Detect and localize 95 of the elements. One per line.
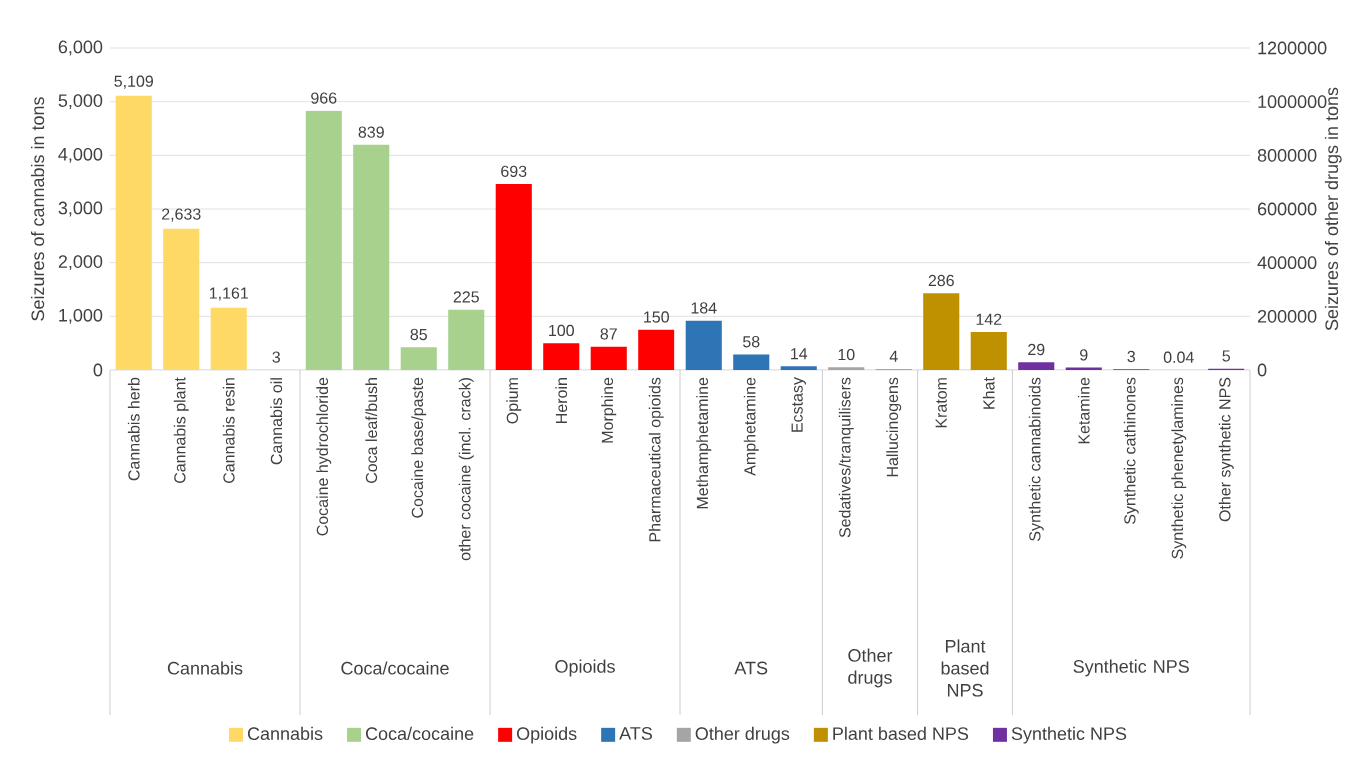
- annotation: 85: [410, 328, 427, 341]
- bar: [210, 307, 247, 370]
- text: Plant based NPS: [941, 639, 989, 697]
- bar: [828, 367, 865, 370]
- text: Synthetic NPS: [1073, 659, 1189, 677]
- legend-label: Coca/cocaine: [365, 726, 474, 741]
- bar: [448, 309, 485, 370]
- y-tick-label: 5,000: [58, 94, 103, 110]
- legend-label: Synthetic NPS: [1011, 726, 1127, 744]
- x-tick-label: Ketamine: [1077, 377, 1090, 444]
- annotation: 693: [501, 165, 527, 177]
- annotation: 184: [691, 302, 717, 314]
- x-tick-label: Sedatives/tranquilisers: [838, 377, 854, 538]
- y-tick-label: 6,000: [58, 40, 103, 56]
- x-tick-label: Cannabis resin: [222, 378, 235, 483]
- annotation: 14: [791, 348, 808, 360]
- legend-label: Other drugs: [695, 726, 790, 744]
- annotation: 0.04: [1163, 351, 1194, 363]
- annotation: 4: [889, 350, 898, 362]
- y-axis-title: Seizures of cannabis in tons: [30, 97, 45, 321]
- x-tick-label: Cocaine hydrochloride: [316, 377, 332, 536]
- bar: [305, 110, 342, 370]
- bar: [115, 95, 152, 370]
- bar: [780, 366, 817, 370]
- bar: [400, 347, 437, 370]
- x-tick-label: Cannabis oil: [270, 378, 283, 465]
- data-label: 5,109: [114, 75, 153, 89]
- x-tick-label: Methamphetamine: [696, 377, 712, 509]
- legend-label: Cannabis: [247, 726, 323, 741]
- x-tick-label: Khat: [982, 377, 995, 409]
- x-tick-label: Synthetic cannabinoids: [1028, 377, 1044, 541]
- legend-label: ATS: [619, 727, 653, 740]
- annotation: 58: [742, 336, 760, 348]
- bar: [685, 320, 722, 370]
- annotation: 142: [976, 313, 1002, 325]
- annotation: 225: [453, 291, 479, 303]
- y-tick-label: 1,000: [59, 308, 103, 324]
- y2-tick-label: 200000: [1257, 309, 1317, 323]
- y2-tick-label: 1200000: [1258, 41, 1327, 55]
- text: Coca/cocaine: [341, 661, 449, 675]
- bar: [923, 293, 960, 370]
- x-tick-label: Heroin: [555, 378, 568, 423]
- x-tick-label: Morphine: [601, 377, 617, 443]
- bar: [353, 144, 390, 370]
- y-tick-label: 3,000: [58, 201, 103, 217]
- bar: [495, 184, 532, 370]
- x-tick-label: Synthetic cathinones: [1123, 377, 1139, 524]
- x-tick-label: Cannabis herb: [127, 377, 140, 481]
- x-tick-label: Kratom: [935, 378, 947, 428]
- x-tick-label: Coca leaf/bush: [365, 378, 378, 483]
- y-tick-label: 0: [93, 363, 103, 377]
- y2-tick-label: 400000: [1257, 256, 1317, 270]
- x-tick-label: Synthetic phenetylamines: [1171, 377, 1187, 559]
- annotation: 29: [1028, 343, 1045, 356]
- annotation: 286: [928, 274, 954, 287]
- legend-label: Plant based NPS: [833, 726, 969, 741]
- text: Opioids: [555, 659, 615, 677]
- y2-tick-label: 600000: [1257, 202, 1317, 216]
- bar: [543, 343, 580, 370]
- annotation: 87: [600, 328, 617, 340]
- annotation: 100: [549, 324, 574, 337]
- annotation: 5: [1222, 350, 1231, 362]
- y2-tick-label: 0: [1257, 363, 1267, 377]
- x-tick-label: other cocaine (incl. crack): [458, 378, 474, 561]
- x-tick-label: Amphetamine: [743, 377, 759, 476]
- x-tick-label: Hallucinogens: [886, 377, 902, 477]
- bar: [638, 329, 675, 370]
- data-label: 3: [272, 351, 280, 363]
- y2-tick-label: 1000000: [1258, 95, 1327, 109]
- annotation: 3: [1127, 350, 1135, 363]
- y-tick-label: 2,000: [58, 255, 103, 271]
- x-tick-label: Pharmaceutical opioids: [648, 377, 664, 542]
- annotation: 150: [644, 311, 669, 323]
- y2-tick-label: 800000: [1257, 148, 1317, 162]
- text: Other drugs: [848, 648, 893, 688]
- text: ATS: [734, 661, 768, 675]
- y-tick-label: 4,000: [58, 147, 103, 163]
- x-tick-label: Cannabis plant: [173, 377, 189, 483]
- bar: [1018, 362, 1055, 370]
- x-tick-label: Opium: [506, 378, 522, 424]
- data-label: 2,633: [162, 208, 201, 222]
- x-tick-label: Cocaine base/paste: [411, 377, 427, 518]
- x-tick-label: Ecstasy: [791, 377, 806, 432]
- text: Cannabis: [167, 661, 243, 675]
- bar: [590, 346, 627, 370]
- bar: [163, 228, 200, 370]
- x-tick-label: Other synthetic NPS: [1218, 377, 1234, 522]
- annotation: 10: [838, 348, 855, 361]
- bar: [733, 354, 770, 370]
- legend-label: Opioids: [516, 726, 577, 744]
- annotation: 9: [1080, 349, 1088, 361]
- annotation: 839: [358, 126, 384, 138]
- data-label: 1,161: [209, 287, 248, 301]
- bar: [970, 331, 1007, 370]
- annotation: 966: [311, 92, 337, 104]
